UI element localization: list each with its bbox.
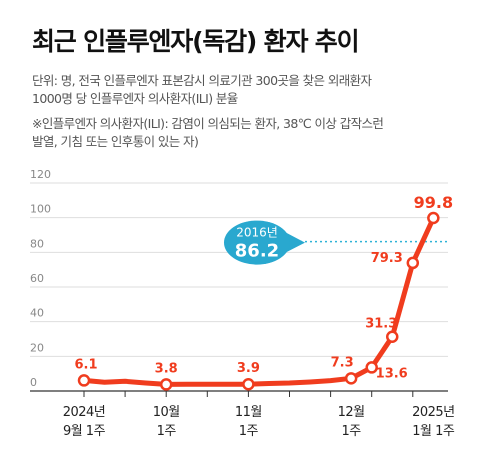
unit-description-line1: 단위: 명, 전국 인플루엔자 표본감시 의료기관 300곳을 찾은 외래환자 [32,73,372,88]
x-tick-label-4-line2: 1월 1주 [412,424,455,439]
chart-title: 최근 인플루엔자(독감) 환자 추이 [32,27,360,56]
data-label: 31.3 [365,317,397,332]
x-tick-label-4-line1: 2025년 [412,405,455,420]
data-point-marker [344,372,358,385]
unit-description-line2: 1000명 당 인플루엔자 의사환자(ILI) 분율 [32,91,238,106]
data-label: 99.8 [414,193,453,212]
x-tick-label-0-line2: 9월 1주 [63,424,106,439]
y-tick-label-20: 20 [30,341,44,354]
data-label: 6.1 [74,357,97,372]
data-point-marker [159,378,173,391]
data-point-marker [386,330,399,343]
y-tick-label-100: 100 [30,203,51,216]
data-label: 13.6 [376,366,408,381]
data-label: 7.3 [331,355,354,370]
x-tick-label-1-line2: 1주 [157,424,177,439]
data-label: 79.3 [371,251,403,266]
y-tick-label-80: 80 [30,237,44,250]
data-point-marker [406,256,420,270]
x-tick-label-2-line1: 11월 [235,405,262,420]
y-tick-label-0: 0 [30,376,37,389]
footnote-line1: ※인플루엔자 의사환자(ILI): 감염이 의심되는 환자, 38℃ 이상 갑작… [32,116,384,131]
y-tick-label-40: 40 [30,307,44,320]
y-tick-label-120: 120 [30,168,51,181]
data-point-marker [77,374,91,387]
y-tick-label-60: 60 [30,272,44,285]
data-point-marker [242,377,255,391]
x-tick-label-3-line2: 1주 [342,424,362,439]
x-tick-label-0-line1: 2024년 [63,405,106,420]
data-label: 3.8 [155,361,178,376]
x-tick-label-1-line1: 10월 [153,405,180,420]
x-tick-label-3-line1: 12월 [338,405,365,420]
x-tick-label-2-line2: 1주 [239,424,259,439]
data-point-marker [365,361,378,374]
reference-label-year: 2016년 [236,226,278,240]
data-point-marker [427,211,440,225]
footnote-line2: 발열, 기침 또는 인후통이 있는 자) [32,134,199,149]
data-label: 3.9 [237,361,260,376]
reference-badge-body [224,220,290,265]
reference-label-value: 86.2 [235,241,279,262]
